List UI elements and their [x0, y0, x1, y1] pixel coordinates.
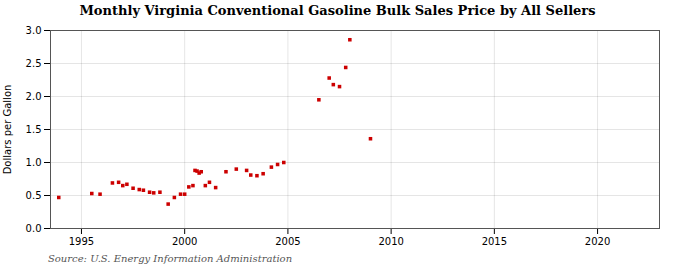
svg-text:2.0: 2.0	[26, 91, 42, 102]
svg-text:2000: 2000	[172, 236, 197, 247]
svg-text:3.0: 3.0	[26, 25, 42, 36]
svg-text:1995: 1995	[69, 236, 94, 247]
svg-text:2010: 2010	[378, 236, 403, 247]
svg-text:2.5: 2.5	[26, 58, 42, 69]
svg-text:2020: 2020	[585, 236, 610, 247]
svg-text:1.5: 1.5	[26, 124, 42, 135]
svg-text:2015: 2015	[482, 236, 507, 247]
svg-text:0.0: 0.0	[26, 223, 42, 234]
svg-text:0.5: 0.5	[26, 190, 42, 201]
svg-text:Dollars per Gallon: Dollars per Gallon	[2, 85, 13, 175]
html-text:Monthly Virginia Conventional: Monthly Virginia Conventional Gasoline B…	[79, 3, 596, 18]
svg-text:2005: 2005	[275, 236, 300, 247]
svg-text:1.0: 1.0	[26, 157, 42, 168]
html-text:Source: U.S. Energy Informatio: Source: U.S. Energy Information Administ…	[48, 253, 293, 264]
